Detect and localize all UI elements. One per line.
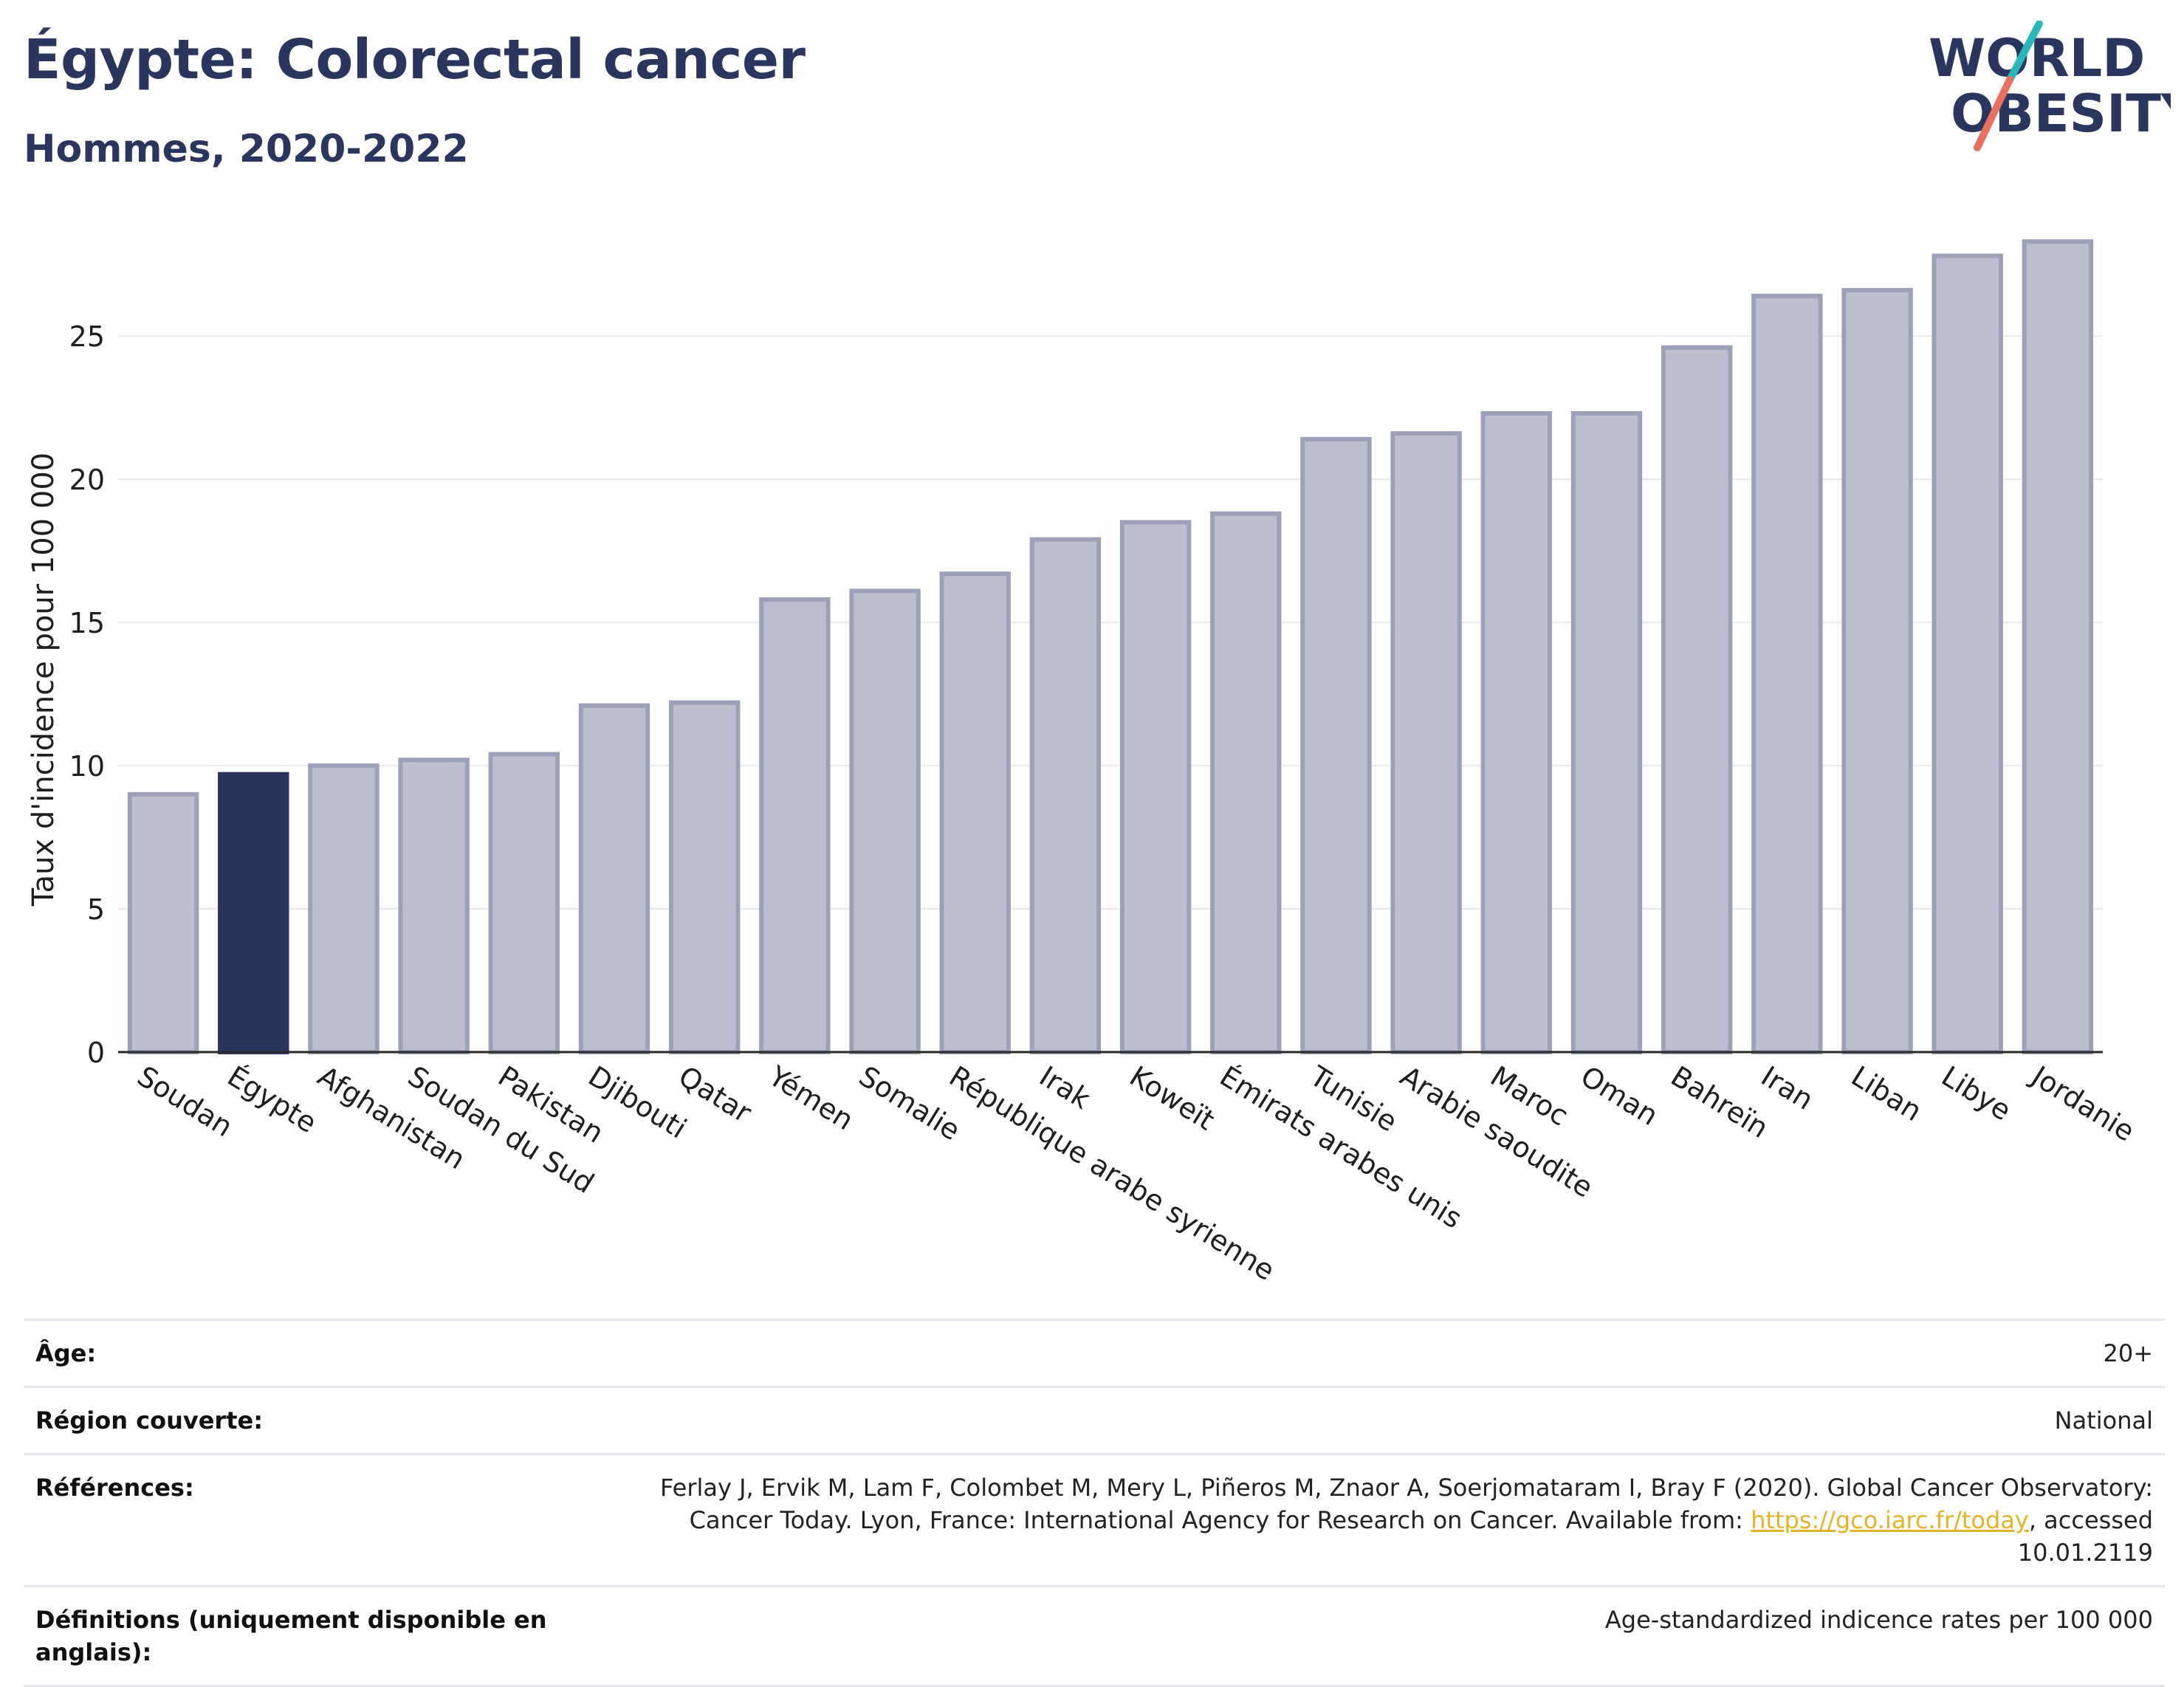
page-subtitle: Hommes, 2020-2022 — [24, 127, 469, 171]
x-tick-label: Iran — [1756, 1059, 1819, 1116]
age-value: 20+ — [2103, 1339, 2153, 1367]
info-row-age: Âge: 20+ — [24, 1319, 2165, 1386]
bar-20 — [1931, 253, 2003, 1054]
x-tick-label: Soudan — [131, 1059, 238, 1143]
info-row-region: Région couverte: National — [24, 1386, 2165, 1453]
bar-11 — [1119, 520, 1192, 1054]
bar-2 — [308, 763, 380, 1054]
info-table: Âge: 20+ Région couverte: National Référ… — [24, 1319, 2165, 1687]
bar-15 — [1480, 410, 1553, 1054]
region-value: National — [2054, 1406, 2153, 1435]
bar-18 — [1751, 293, 1823, 1054]
bar-9 — [939, 571, 1011, 1054]
definitions-label: Définitions (uniquement disponible en an… — [35, 1606, 547, 1666]
x-tick-label: Liban — [1846, 1059, 1928, 1127]
logo-line1: WORLD — [1929, 28, 2145, 89]
y-tick-label: 20 — [69, 464, 105, 496]
page-title: Égypte: Colorectal cancer — [24, 28, 806, 92]
x-tick-label: Jordanie — [2025, 1059, 2140, 1147]
bar-6 — [668, 700, 741, 1054]
y-tick-label: 10 — [69, 750, 105, 783]
bar-10 — [1029, 537, 1102, 1054]
references-value: Ferlay J, Ervik M, Lam F, Colombet M, Me… — [602, 1471, 2153, 1569]
bar-12 — [1210, 511, 1282, 1054]
references-text: Ferlay J, Ervik M, Lam F, Colombet M, Me… — [660, 1474, 2153, 1534]
world-obesity-logo: WORLD OBESITY — [1929, 21, 2171, 151]
x-tick-label: Oman — [1575, 1059, 1663, 1132]
bar-0 — [127, 791, 199, 1054]
x-tick-label: Koweït — [1124, 1059, 1220, 1136]
bar-4 — [488, 752, 560, 1054]
region-label: Région couverte: — [35, 1406, 263, 1435]
y-axis-label: Taux d'incidence pour 100 000 — [27, 453, 61, 907]
bar-5 — [578, 703, 650, 1054]
x-tick-label: Bahreïn — [1665, 1059, 1773, 1144]
x-tick-label: Libye — [1936, 1059, 2017, 1127]
references-accessed: , accessed 10.01.2119 — [2017, 1506, 2153, 1567]
y-tick-label: 15 — [69, 607, 105, 639]
references-link[interactable]: https://gco.iarc.fr/today — [1751, 1506, 2029, 1534]
bar-21 — [2022, 239, 2094, 1055]
bar-3 — [398, 757, 470, 1054]
bar-16 — [1570, 410, 1643, 1054]
age-label: Âge: — [35, 1339, 97, 1367]
bar-13 — [1300, 436, 1372, 1054]
x-tick-label: Irak — [1034, 1059, 1096, 1116]
bar-7 — [759, 597, 831, 1054]
bar-14 — [1390, 431, 1462, 1054]
info-row-definitions: Définitions (uniquement disponible en an… — [24, 1585, 2165, 1687]
bar-1 — [218, 772, 289, 1054]
axes: 0510152025SoudanÉgypteAfghanistanSoudan … — [69, 320, 2140, 1287]
y-tick-label: 5 — [87, 893, 105, 926]
x-tick-label: Somalie — [854, 1059, 966, 1147]
x-tick-label: Yémen — [763, 1059, 859, 1137]
bars — [127, 239, 2094, 1055]
bar-chart: 0510152025SoudanÉgypteAfghanistanSoudan … — [27, 239, 2140, 1287]
bar-19 — [1841, 288, 1913, 1055]
bar-17 — [1661, 345, 1733, 1055]
info-row-references: Références: Ferlay J, Ervik M, Lam F, Co… — [24, 1453, 2165, 1585]
bar-8 — [849, 588, 921, 1054]
x-tick-label: Égypte — [222, 1059, 323, 1139]
references-label: Références: — [35, 1474, 194, 1502]
y-tick-label: 25 — [69, 320, 105, 353]
definitions-value: Age-standardized indicence rates per 100… — [1604, 1606, 2153, 1634]
y-tick-label: 0 — [87, 1037, 105, 1069]
